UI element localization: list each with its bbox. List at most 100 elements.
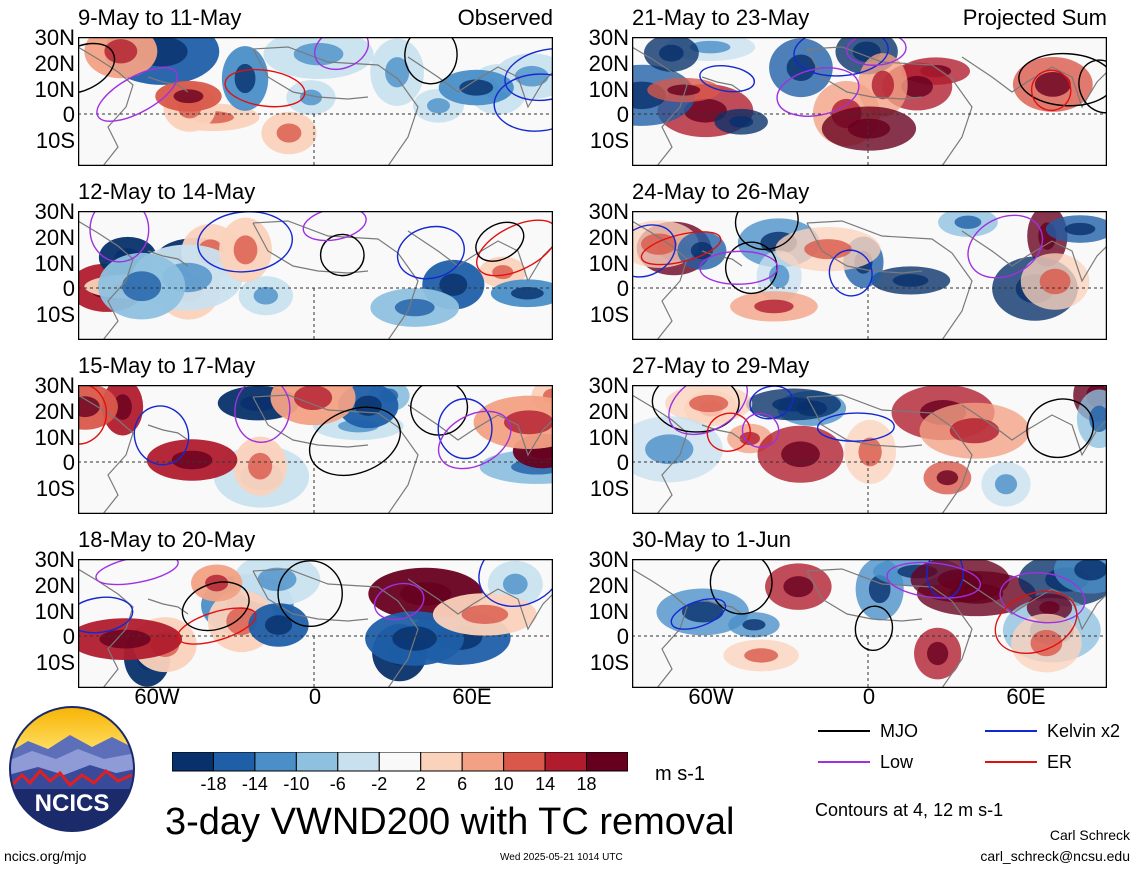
map-panel	[78, 211, 553, 340]
wave-contour	[699, 65, 756, 93]
legend-swatch-low	[818, 761, 870, 763]
lat-label: 10S	[589, 128, 629, 153]
panel-title: 27-May to 29-May	[632, 353, 810, 378]
legend-label-mjo: MJO	[880, 720, 918, 741]
anomaly-core	[439, 273, 468, 296]
logo-text: NCICS	[35, 790, 110, 817]
wave-contour	[181, 581, 250, 632]
lat-label: 0	[62, 276, 75, 302]
wave-contour	[632, 224, 677, 278]
anomaly-core	[492, 265, 514, 280]
anomaly-core	[659, 44, 684, 62]
anomaly-core	[504, 410, 553, 435]
panel-tag: Projected Sum	[962, 5, 1107, 30]
lat-label: 30N	[34, 25, 75, 50]
anomaly-core	[113, 394, 132, 420]
lat-label: 10S	[589, 476, 629, 501]
map-panel	[632, 385, 1107, 514]
wave-contour	[302, 211, 367, 242]
wave-contour	[651, 385, 740, 433]
coastlines	[632, 220, 1107, 340]
colorbar-segment	[295, 752, 339, 772]
anomaly-core	[264, 615, 293, 635]
lat-label: 30N	[588, 373, 629, 398]
anomaly-core	[299, 89, 323, 106]
legend-swatch-er	[985, 761, 1037, 763]
anomaly-core	[786, 54, 816, 81]
credit-name: Carl Schreck	[1049, 827, 1130, 843]
lat-label: 10N	[34, 424, 75, 450]
colorbar-segment	[254, 752, 297, 772]
map-panel	[632, 37, 1107, 166]
anomaly-core	[927, 641, 949, 666]
colorbar-tick-label: 6	[457, 774, 468, 794]
map-frame	[632, 559, 1107, 688]
anomaly-core	[683, 98, 727, 123]
anomaly-core	[240, 395, 277, 411]
lat-label: 20N	[588, 572, 629, 598]
lat-label: 0	[62, 102, 75, 128]
anomaly-core	[994, 474, 1018, 495]
wave-contour	[176, 607, 257, 645]
wave-contour	[846, 37, 907, 66]
anomaly-core	[385, 57, 410, 88]
anomaly-core	[461, 604, 509, 625]
anomaly-core	[293, 385, 333, 411]
lat-label: 30N	[34, 547, 75, 572]
main-title: 3-day VWND200 with TC removal	[165, 801, 735, 843]
wave-contour	[1078, 59, 1107, 114]
anomaly-core	[78, 396, 100, 418]
colorbar-segment	[461, 752, 505, 772]
legend-swatch-mjo	[818, 730, 870, 732]
anomaly-core	[871, 70, 895, 100]
anomaly-core	[293, 42, 344, 66]
anomaly-core	[233, 235, 258, 265]
anomaly-core	[510, 286, 544, 300]
anomaly-core	[868, 575, 891, 604]
anomaly-core	[248, 452, 273, 480]
units-label: m s-1	[655, 763, 705, 785]
colorbar	[172, 752, 628, 772]
lat-label: 10N	[34, 76, 75, 102]
legend-item-er: ER	[985, 749, 1072, 775]
map-panel	[632, 211, 1107, 340]
wave-contour	[96, 66, 179, 122]
anomaly-core	[1039, 268, 1071, 295]
lon-label: 0	[308, 684, 322, 709]
wave-contour	[89, 211, 150, 263]
panel-title: 18-May to 20-May	[78, 527, 256, 552]
legend-label-kelvin: Kelvin x2	[1047, 720, 1121, 741]
wave-contour	[828, 249, 873, 297]
wave-contour	[478, 559, 553, 607]
anomaly-core	[936, 470, 959, 486]
anomaly-core	[804, 239, 852, 260]
wave-contour	[668, 385, 748, 436]
anomaly-core	[276, 123, 302, 143]
wave-contour	[404, 37, 458, 85]
anomaly-core	[1034, 72, 1071, 97]
anomaly-core	[253, 286, 279, 305]
legend-item-low: Low	[818, 749, 913, 775]
anomaly-core	[729, 115, 754, 128]
map-frame	[632, 211, 1107, 340]
coastlines	[78, 394, 553, 514]
anomaly-core	[739, 431, 760, 446]
site-url-link[interactable]: ncics.org/mjo	[4, 848, 87, 864]
legend-item-mjo: MJO	[818, 718, 918, 744]
lat-label: 10N	[588, 76, 629, 102]
colorbar-segment	[378, 752, 422, 772]
lat-label: 20N	[34, 224, 75, 250]
lat-label: 10N	[588, 424, 629, 450]
map-frame	[632, 37, 1107, 166]
lat-label: 10S	[35, 302, 75, 327]
wave-contour	[277, 560, 343, 628]
lat-label: 10S	[589, 650, 629, 675]
anomaly-core	[645, 434, 694, 465]
lon-label: 60W	[688, 684, 734, 709]
ncics-logo: NCICS	[9, 706, 135, 832]
lat-label: 0	[62, 624, 75, 650]
lon-label: 60E	[1006, 684, 1046, 709]
map-frame	[632, 385, 1107, 514]
coastlines	[632, 568, 1107, 688]
wave-contour	[994, 590, 1078, 654]
